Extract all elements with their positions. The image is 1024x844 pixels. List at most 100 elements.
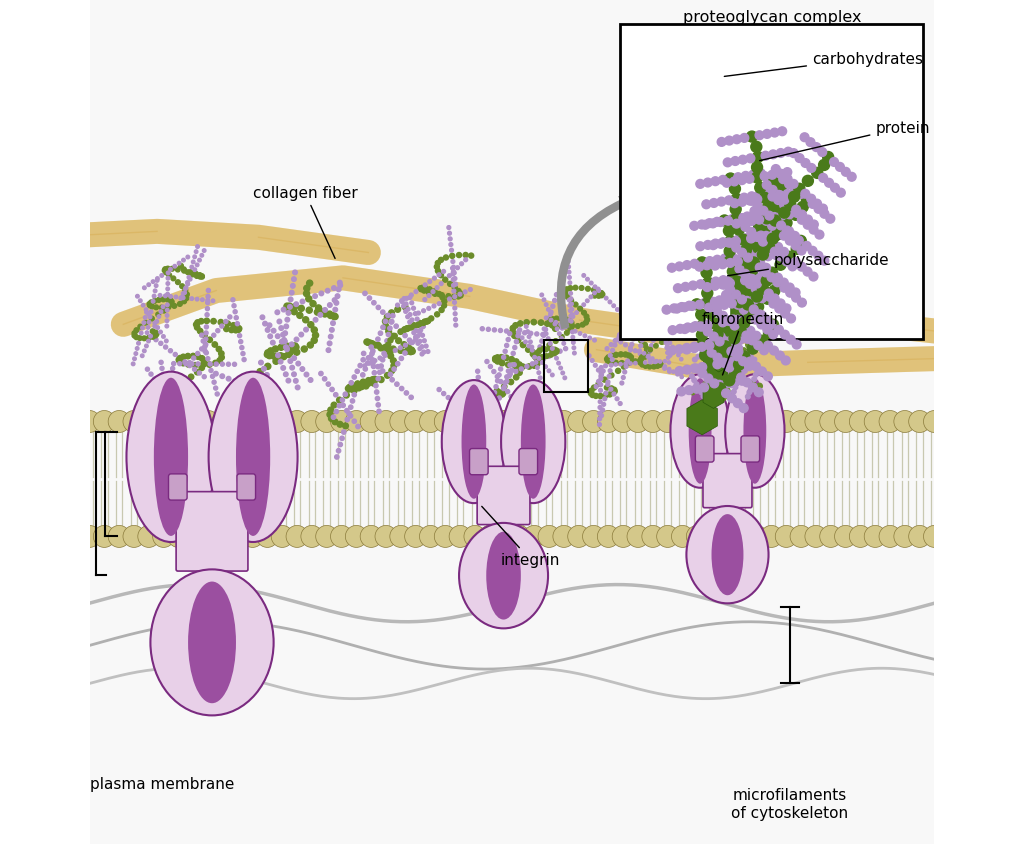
- Circle shape: [682, 344, 691, 353]
- Circle shape: [270, 341, 275, 345]
- Circle shape: [725, 376, 729, 381]
- Circle shape: [716, 526, 738, 548]
- Circle shape: [726, 239, 734, 248]
- Circle shape: [400, 300, 404, 304]
- Circle shape: [599, 375, 603, 379]
- Circle shape: [385, 373, 390, 379]
- Circle shape: [156, 327, 160, 330]
- Circle shape: [281, 366, 286, 371]
- Circle shape: [679, 311, 683, 315]
- Circle shape: [166, 288, 170, 291]
- Circle shape: [739, 404, 749, 413]
- Circle shape: [372, 371, 377, 376]
- Circle shape: [476, 376, 480, 380]
- Circle shape: [701, 299, 713, 310]
- Circle shape: [138, 526, 160, 548]
- Circle shape: [474, 420, 478, 425]
- Circle shape: [783, 176, 792, 184]
- Circle shape: [449, 243, 453, 247]
- Circle shape: [740, 134, 749, 143]
- Circle shape: [611, 387, 616, 392]
- Circle shape: [759, 238, 767, 246]
- Circle shape: [138, 300, 142, 303]
- Circle shape: [545, 316, 548, 320]
- Circle shape: [749, 383, 758, 392]
- Circle shape: [818, 160, 829, 171]
- Circle shape: [191, 261, 195, 264]
- Circle shape: [686, 526, 709, 548]
- Circle shape: [690, 343, 698, 352]
- Circle shape: [287, 306, 293, 312]
- Circle shape: [173, 265, 176, 268]
- Circle shape: [188, 270, 193, 275]
- Circle shape: [364, 384, 369, 389]
- Circle shape: [699, 307, 703, 312]
- Circle shape: [220, 375, 224, 379]
- Circle shape: [771, 252, 780, 260]
- Circle shape: [733, 363, 737, 367]
- Circle shape: [729, 377, 734, 382]
- FancyBboxPatch shape: [237, 474, 256, 500]
- Circle shape: [409, 313, 412, 317]
- Circle shape: [629, 330, 634, 335]
- Circle shape: [475, 399, 481, 405]
- Circle shape: [698, 343, 703, 349]
- Circle shape: [697, 312, 700, 316]
- Circle shape: [520, 343, 525, 349]
- Circle shape: [667, 286, 670, 289]
- Circle shape: [686, 411, 709, 433]
- Circle shape: [658, 317, 663, 321]
- Circle shape: [360, 411, 382, 433]
- Circle shape: [550, 323, 555, 328]
- Circle shape: [756, 311, 764, 319]
- Circle shape: [373, 360, 377, 363]
- Circle shape: [402, 351, 408, 356]
- Circle shape: [690, 222, 698, 231]
- Circle shape: [733, 399, 742, 408]
- Circle shape: [159, 331, 163, 334]
- Circle shape: [332, 286, 336, 291]
- Circle shape: [502, 384, 507, 390]
- Circle shape: [148, 300, 154, 306]
- Circle shape: [207, 362, 212, 368]
- Circle shape: [641, 321, 646, 326]
- Circle shape: [328, 313, 334, 319]
- Circle shape: [264, 392, 269, 397]
- Circle shape: [256, 411, 279, 433]
- Circle shape: [692, 378, 696, 383]
- Circle shape: [746, 235, 756, 244]
- Circle shape: [256, 526, 279, 548]
- Circle shape: [739, 317, 750, 328]
- Circle shape: [640, 355, 644, 360]
- Circle shape: [287, 304, 293, 310]
- Circle shape: [696, 330, 708, 341]
- Circle shape: [333, 299, 337, 303]
- Circle shape: [691, 300, 702, 311]
- Circle shape: [452, 266, 456, 270]
- Circle shape: [782, 257, 791, 267]
- Circle shape: [746, 327, 755, 336]
- Circle shape: [770, 214, 778, 222]
- Circle shape: [697, 320, 709, 331]
- Circle shape: [741, 315, 750, 323]
- Circle shape: [207, 338, 212, 343]
- Circle shape: [479, 412, 483, 416]
- Circle shape: [711, 282, 719, 291]
- Circle shape: [540, 294, 544, 297]
- Circle shape: [144, 344, 148, 349]
- Circle shape: [161, 398, 166, 403]
- Circle shape: [725, 137, 733, 146]
- Circle shape: [596, 289, 601, 295]
- Circle shape: [150, 316, 155, 322]
- Circle shape: [879, 411, 901, 433]
- Circle shape: [432, 305, 436, 309]
- Circle shape: [584, 321, 589, 326]
- Circle shape: [422, 289, 427, 294]
- Circle shape: [292, 278, 296, 282]
- Circle shape: [536, 360, 541, 365]
- Circle shape: [735, 214, 744, 223]
- Circle shape: [530, 349, 534, 353]
- Circle shape: [276, 398, 281, 403]
- Circle shape: [658, 362, 663, 366]
- Circle shape: [754, 373, 758, 378]
